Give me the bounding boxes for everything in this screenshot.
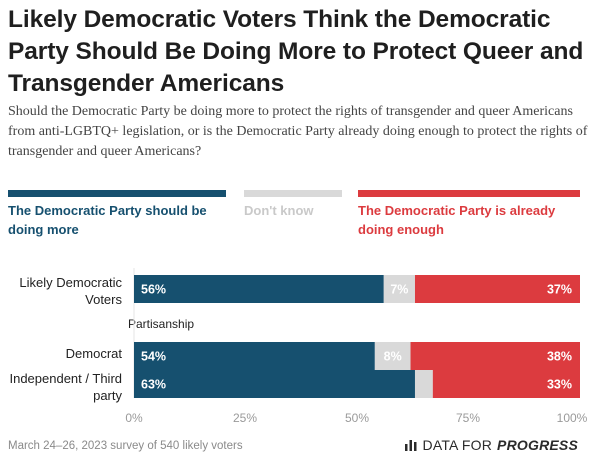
bar-segment-dont-know-row-2 — [374, 342, 411, 370]
bar-segment-dont-know-row-3 — [414, 370, 433, 398]
brand-prefix: DATA FOR — [422, 437, 493, 453]
data-label-enough-row-0: 37% — [547, 283, 572, 297]
bar-segment-more-row-3 — [134, 370, 415, 398]
data-label-enough-row-3: 33% — [547, 378, 572, 392]
section-label-partisanship: Partisanship — [128, 317, 195, 331]
bar-segment-enough-row-2 — [410, 342, 580, 370]
bar-segment-more-row-0 — [134, 275, 384, 303]
chart-subtitle: Should the Democratic Party be doing mor… — [8, 104, 588, 159]
x-tick-label-100: 100% — [556, 411, 588, 425]
x-tick-label-75: 75% — [455, 411, 481, 425]
footer-source: March 24–26, 2023 survey of 540 likely v… — [8, 440, 243, 452]
legend-label-dont-know: Don't know — [244, 203, 314, 218]
bar-segment-dont-know-row-0 — [383, 275, 415, 303]
row-label-independent: Independent / Third party — [9, 371, 122, 403]
data-label-enough-row-2: 38% — [547, 350, 572, 364]
x-tick-label-25: 25% — [232, 411, 258, 425]
x-tick-label-0: 0% — [125, 411, 143, 425]
data-label-more-row-3: 63% — [141, 378, 166, 392]
legend-swatch-enough — [358, 190, 580, 197]
x-tick-label-50: 50% — [344, 411, 370, 425]
data-label-more-row-0: 56% — [141, 283, 166, 297]
bar-segment-enough-row-3 — [432, 370, 580, 398]
brand-emphasis: PROGRESS — [497, 437, 578, 453]
row-label-likely-democratic-voters: Likely Democratic Voters — [19, 275, 122, 307]
data-label-more-row-2: 54% — [141, 350, 166, 364]
legend-label-enough: The Democratic Party is already doing en… — [358, 203, 556, 237]
bar-chart-icon — [404, 440, 417, 451]
bar-segment-enough-row-0 — [414, 275, 580, 303]
legend-swatch-more — [8, 190, 226, 197]
legend-swatch-dont-know — [244, 190, 342, 197]
legend-label-more: The Democratic Party should be doing mor… — [8, 203, 207, 237]
data-label-dont-know-row-2: 8% — [384, 350, 402, 364]
row-label-democrat: Democrat — [65, 346, 122, 361]
chart-title: Likely Democratic Voters Think the Democ… — [8, 6, 584, 97]
brand-logo: DATA FOR PROGRESS — [404, 437, 578, 453]
bar-segment-more-row-2 — [134, 342, 375, 370]
data-label-dont-know-row-0: 7% — [390, 283, 408, 297]
